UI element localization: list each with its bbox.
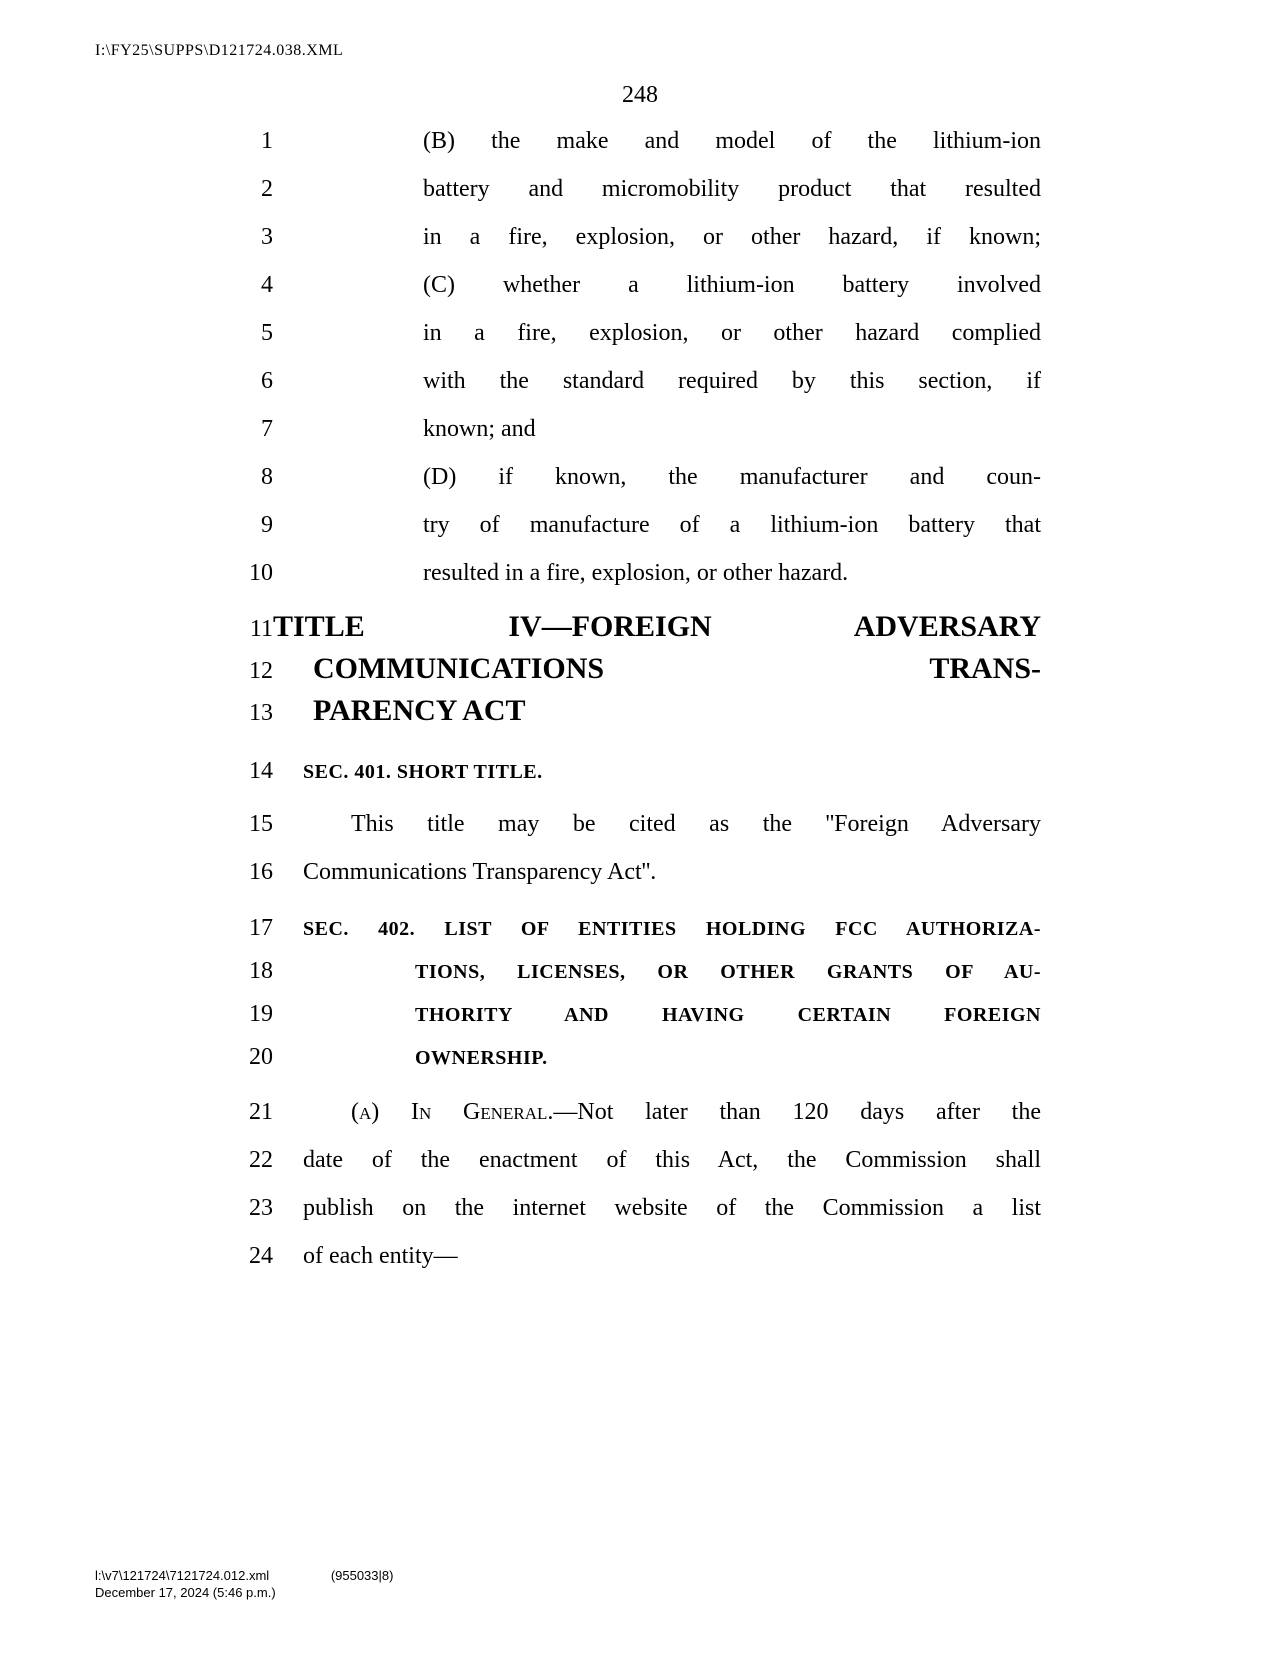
line-number: 9	[221, 512, 273, 539]
section-heading-line: 14 SEC. 401. SHORT TITLE.	[221, 758, 1041, 801]
line-number: 19	[221, 1001, 273, 1028]
bill-line: 16 Communications Transparency Act''.	[221, 859, 1041, 907]
line-number: 21	[221, 1099, 273, 1126]
line-number: 12	[221, 658, 273, 685]
bill-line: 10 resulted in a fire, explosion, or oth…	[221, 560, 1041, 608]
line-text: TITLE IV—FOREIGN ADVERSARY	[273, 612, 1041, 642]
line-text: with the standard required by this secti…	[303, 369, 1041, 393]
page-number: 248	[622, 82, 658, 109]
title-heading-line: 13 PARENCY ACT	[221, 696, 1041, 738]
bill-line: 21 (a) In General.—Not later than 120 da…	[221, 1099, 1041, 1147]
line-text: in a fire, explosion, or other hazard, i…	[303, 225, 1041, 249]
line-number: 20	[221, 1044, 273, 1071]
title-heading-line: 11 TITLE IV—FOREIGN ADVERSARY	[221, 612, 1041, 654]
line-text: in a fire, explosion, or other hazard co…	[303, 321, 1041, 345]
line-text: date of the enactment of this Act, the C…	[303, 1148, 1041, 1172]
bill-line: 4 (C) whether a lithium-ion battery invo…	[221, 272, 1041, 320]
line-text: TIONS, LICENSES, OR OTHER GRANTS OF AU-	[303, 962, 1041, 982]
bill-line: 3 in a fire, explosion, or other hazard,…	[221, 224, 1041, 272]
line-number: 10	[221, 560, 273, 587]
document-body: 1 (B) the make and model of the lithium-…	[221, 128, 1041, 1291]
line-text: Communications Transparency Act''.	[303, 860, 1041, 884]
footer-line-1: l:\v7\121724\7121724.012.xml (955033|8)	[95, 1568, 393, 1585]
line-number: 14	[221, 758, 273, 785]
line-number: 8	[221, 464, 273, 491]
line-number: 16	[221, 859, 273, 886]
line-number: 1	[221, 128, 273, 155]
bill-line: 9 try of manufacture of a lithium-ion ba…	[221, 512, 1041, 560]
line-number: 2	[221, 176, 273, 203]
bill-line: 22 date of the enactment of this Act, th…	[221, 1147, 1041, 1195]
line-number: 17	[221, 915, 273, 942]
line-number: 6	[221, 368, 273, 395]
line-number: 5	[221, 320, 273, 347]
line-number: 7	[221, 416, 273, 443]
section-heading-line: 20 OWNERSHIP.	[221, 1044, 1041, 1087]
line-text: OWNERSHIP.	[303, 1048, 1041, 1068]
line-text: battery and micromobility product that r…	[303, 177, 1041, 201]
line-number: 23	[221, 1195, 273, 1222]
footer-doc-id: (955033|8)	[331, 1568, 394, 1585]
line-text: SEC. 402. LIST OF ENTITIES HOLDING FCC A…	[303, 919, 1041, 939]
line-text: resulted in a fire, explosion, or other …	[303, 561, 1041, 585]
line-text: of each entity—	[303, 1244, 1041, 1268]
bill-line: 15 This title may be cited as the ''Fore…	[221, 811, 1041, 859]
line-text: publish on the internet website of the C…	[303, 1196, 1041, 1220]
bill-line: 8 (D) if known, the manufacturer and cou…	[221, 464, 1041, 512]
line-text: (B) the make and model of the lithium-io…	[303, 129, 1041, 153]
header-file-path: I:\FY25\SUPPS\D121724.038.XML	[95, 42, 343, 60]
line-text: known; and	[303, 417, 1041, 441]
line-text: PARENCY ACT	[303, 696, 1041, 726]
section-heading-line: 17 SEC. 402. LIST OF ENTITIES HOLDING FC…	[221, 915, 1041, 958]
footer-file-path: l:\v7\121724\7121724.012.xml	[95, 1568, 269, 1583]
bill-line: 2 battery and micromobility product that…	[221, 176, 1041, 224]
line-text: This title may be cited as the ''Foreign…	[303, 812, 1041, 836]
bill-line: 6 with the standard required by this sec…	[221, 368, 1041, 416]
bill-line: 23 publish on the internet website of th…	[221, 1195, 1041, 1243]
bill-line: 1 (B) the make and model of the lithium-…	[221, 128, 1041, 176]
bill-line: 24 of each entity—	[221, 1243, 1041, 1291]
line-number: 22	[221, 1147, 273, 1174]
line-text: THORITY AND HAVING CERTAIN FOREIGN	[303, 1005, 1041, 1025]
line-text: SEC. 401. SHORT TITLE.	[303, 762, 1041, 782]
title-heading-line: 12 COMMUNICATIONS TRANS-	[221, 654, 1041, 696]
line-text: (C) whether a lithium-ion battery involv…	[303, 273, 1041, 297]
line-text: (D) if known, the manufacturer and coun-	[303, 465, 1041, 489]
footer-timestamp: December 17, 2024 (5:46 p.m.)	[95, 1585, 393, 1602]
line-number: 11	[221, 616, 273, 643]
line-number: 13	[221, 700, 273, 727]
section-heading-line: 19 THORITY AND HAVING CERTAIN FOREIGN	[221, 1001, 1041, 1044]
bill-line: 7 known; and	[221, 416, 1041, 464]
line-text: (a) In General.—Not later than 120 days …	[303, 1100, 1041, 1124]
line-number: 3	[221, 224, 273, 251]
line-text: try of manufacture of a lithium-ion batt…	[303, 513, 1041, 537]
line-number: 15	[221, 811, 273, 838]
line-text: COMMUNICATIONS TRANS-	[303, 654, 1041, 684]
footer: l:\v7\121724\7121724.012.xml (955033|8) …	[95, 1568, 393, 1602]
line-number: 24	[221, 1243, 273, 1270]
section-heading-line: 18 TIONS, LICENSES, OR OTHER GRANTS OF A…	[221, 958, 1041, 1001]
line-number: 18	[221, 958, 273, 985]
bill-line: 5 in a fire, explosion, or other hazard …	[221, 320, 1041, 368]
line-number: 4	[221, 272, 273, 299]
